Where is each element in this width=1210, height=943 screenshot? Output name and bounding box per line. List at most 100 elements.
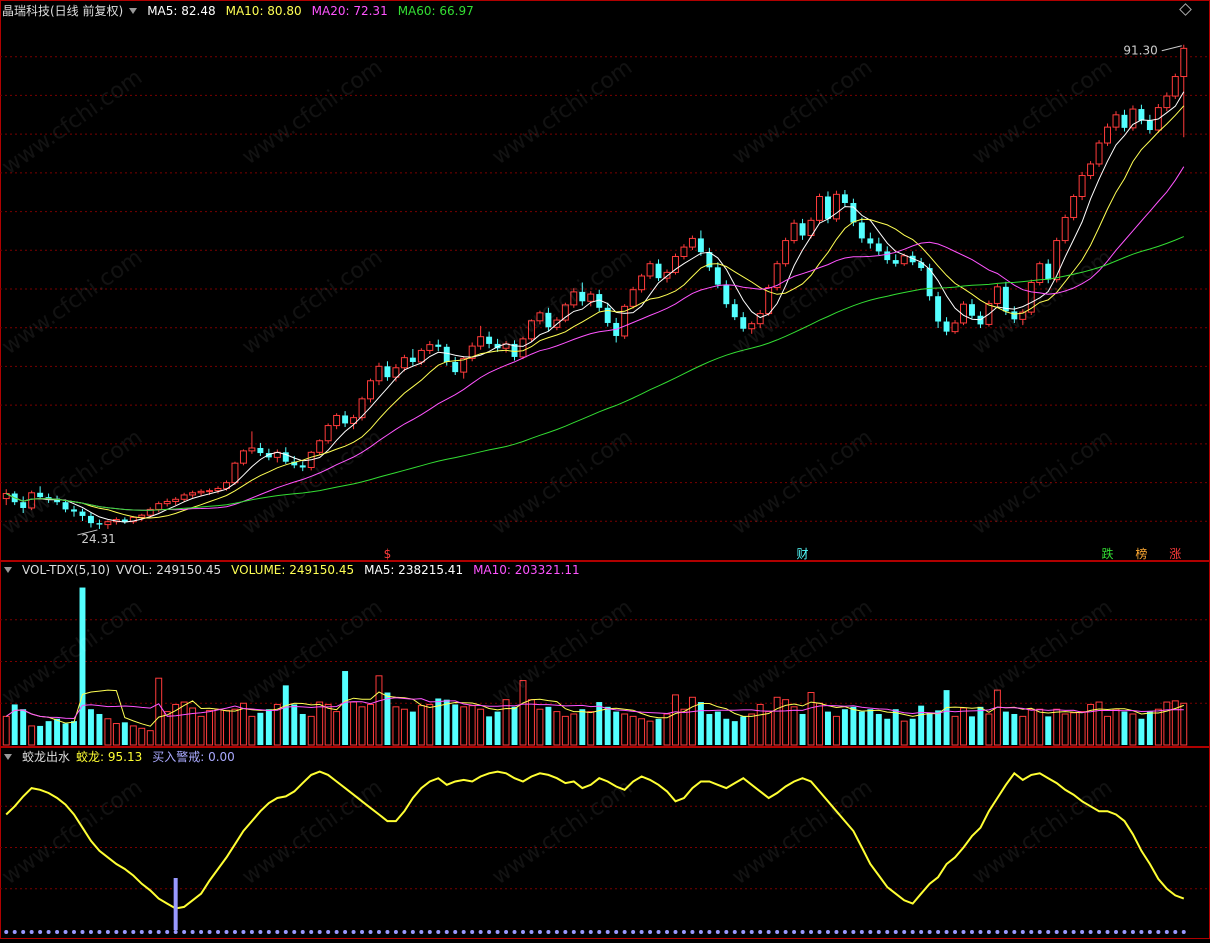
buy-warning-dot — [182, 930, 187, 934]
volume-bar — [519, 680, 527, 746]
volume-bar — [740, 716, 747, 745]
candle-body — [782, 240, 790, 265]
volume-ma10-line — [5, 697, 1184, 720]
buy-warning-dot — [690, 930, 695, 934]
volume-bar — [307, 715, 315, 746]
candle-body — [460, 357, 468, 373]
candle-body — [1002, 286, 1009, 312]
candle-body — [138, 514, 146, 518]
volume-bar — [799, 713, 806, 745]
volume-bar — [527, 699, 535, 746]
volume-bar — [960, 707, 967, 746]
volume-label: VOLUME: 249150.45 — [231, 563, 355, 577]
volume-bar — [731, 721, 738, 745]
candle-body — [1019, 311, 1027, 320]
candle-body — [54, 498, 61, 503]
candle-body — [1129, 108, 1137, 129]
buy-warning-dot — [410, 930, 415, 934]
buy-warning-dot — [1003, 930, 1008, 934]
candle-body — [993, 286, 1001, 304]
volume-bar — [1154, 708, 1162, 746]
volume-bar — [858, 711, 865, 745]
buy-warning-dot — [893, 930, 898, 934]
volume-bar — [189, 707, 197, 746]
dropdown-icon[interactable] — [129, 8, 138, 14]
buy-warning-dot — [232, 930, 237, 934]
buy-warning-dot — [936, 930, 941, 934]
candle-body — [1146, 120, 1153, 131]
buy-warning-dot — [283, 930, 288, 934]
volume-bar — [621, 713, 629, 746]
volume-bar — [239, 702, 247, 746]
buy-warning-dot — [72, 930, 77, 934]
candle-body — [858, 222, 865, 239]
buy-warning-dot — [817, 930, 822, 934]
buy-warning-dot — [326, 930, 331, 934]
buy-warning-dot — [758, 930, 763, 934]
candle-body — [536, 312, 544, 322]
volume-bar — [646, 720, 654, 746]
volume-bar — [1070, 712, 1078, 746]
buy-warning-dot — [453, 930, 458, 934]
candle-body — [519, 338, 527, 358]
volume-bar — [367, 703, 374, 746]
jiaolong-line — [5, 770, 1185, 910]
dropdown-icon[interactable] — [4, 567, 12, 573]
candle-body — [155, 503, 163, 510]
candle-body — [918, 262, 925, 269]
volume-bar — [1078, 711, 1086, 746]
dropdown-icon[interactable] — [4, 754, 12, 760]
min-price-label: 24.31 — [81, 532, 115, 546]
ma60-label: MA60: 66.97 — [397, 4, 474, 18]
volume-bar — [867, 709, 874, 745]
buy-warning-dot — [953, 930, 958, 934]
buy-warning-dot — [1113, 930, 1118, 934]
volume-bar — [993, 689, 1001, 746]
buy-warning-dot — [715, 930, 720, 934]
stock-title[interactable]: 晶瑞科技(日线 前复权) — [2, 4, 124, 18]
volume-bar — [477, 708, 485, 746]
buy-warning-dot — [800, 930, 805, 934]
buy-warning-dot — [1181, 930, 1186, 934]
candle-body — [706, 252, 713, 268]
buy-warning-dot — [376, 930, 381, 934]
buy-warning-dot — [241, 930, 246, 934]
buy-warning-dot — [580, 930, 585, 934]
buy-warning-dot — [698, 930, 703, 934]
buy-warning-dot — [495, 930, 500, 934]
buy-warning-dot — [504, 930, 509, 934]
buy-warning-label: 买入警戒: 0.00 — [152, 750, 235, 764]
candle-body — [265, 453, 272, 458]
volume-bar — [765, 711, 773, 746]
candle-body — [1180, 47, 1188, 78]
candle-body — [342, 415, 349, 424]
volume-bar — [511, 706, 518, 745]
candle-body — [960, 303, 967, 324]
volume-bar — [282, 685, 289, 745]
volume-bar — [384, 692, 391, 745]
buy-warning-dot — [470, 930, 475, 934]
buy-warning-dot — [1046, 930, 1051, 934]
candle-body — [943, 321, 950, 332]
volume-bar — [1095, 701, 1103, 746]
candle-body — [663, 271, 671, 279]
candle-body — [688, 237, 696, 248]
volume-bar — [87, 709, 94, 745]
volume-bar — [553, 711, 561, 746]
candle-body — [384, 366, 391, 378]
buy-warning-dot — [1012, 930, 1017, 934]
volume-indicator-title[interactable]: VOL-TDX(5,10) — [22, 563, 111, 577]
volume-bar — [587, 711, 595, 746]
candle-body — [206, 490, 214, 493]
candle-body — [799, 223, 806, 236]
indicator-title[interactable]: 蛟龙出水 — [22, 750, 71, 764]
candle-body — [214, 487, 222, 492]
candle-body — [299, 465, 306, 468]
buy-warning-dot — [707, 930, 712, 934]
buy-warning-dot — [419, 930, 424, 934]
volume-bar — [146, 730, 154, 746]
candle-body — [1011, 311, 1018, 320]
candle-body — [723, 284, 730, 305]
